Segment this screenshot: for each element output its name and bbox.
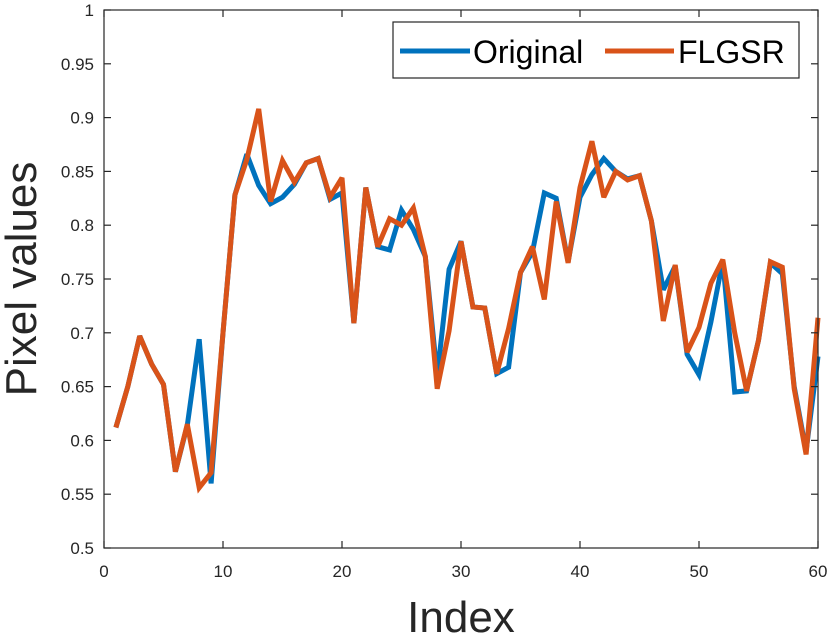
y-tick-label: 0.6 (70, 431, 94, 450)
y-tick-label: 0.5 (70, 539, 94, 558)
y-tick-label: 0.75 (61, 270, 94, 289)
y-tick-label: 0.65 (61, 378, 94, 397)
legend: Original FLGSR (392, 21, 800, 79)
x-axis-ticks: 0 10 20 30 40 50 60 (99, 10, 827, 581)
legend-label-original: Original (473, 34, 583, 70)
y-tick-label: 1 (85, 1, 94, 20)
x-tick-label: 60 (809, 562, 828, 581)
legend-label-flgsr: FLGSR (678, 34, 785, 70)
y-tick-label: 0.55 (61, 485, 94, 504)
x-axis-title: Index (407, 593, 515, 638)
y-tick-label: 0.85 (61, 162, 94, 181)
y-tick-label: 0.7 (70, 324, 94, 343)
x-tick-label: 40 (571, 562, 590, 581)
y-tick-label: 0.9 (70, 109, 94, 128)
x-tick-label: 0 (99, 562, 108, 581)
x-tick-label: 50 (690, 562, 709, 581)
y-axis-ticks: 0.5 0.55 0.6 0.65 0.7 0.75 0.8 0.85 0.9 0.95 1 (61, 1, 818, 558)
plot-lines (113, 108, 821, 494)
y-tick-label: 0.8 (70, 216, 94, 235)
x-tick-label: 20 (333, 562, 352, 581)
plot-area-background (104, 10, 818, 548)
x-tick-label: 10 (214, 562, 233, 581)
y-tick-label: 0.95 (61, 55, 94, 74)
x-tick-label: 30 (452, 562, 471, 581)
series-line-flgsr (113, 108, 821, 494)
y-axis-title: Pixel values (0, 162, 46, 397)
